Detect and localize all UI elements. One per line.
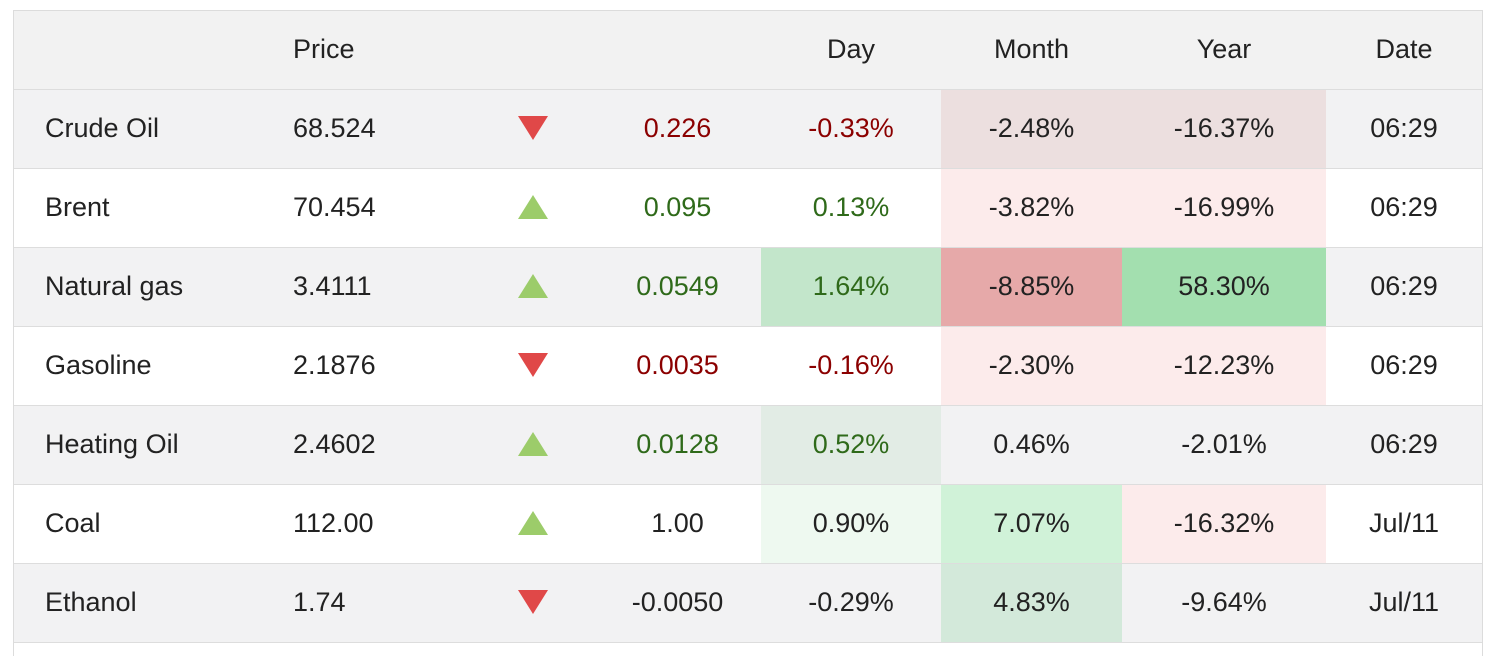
- change-cell: 0.0549: [594, 247, 761, 327]
- day-change-cell: 0.90%: [761, 484, 941, 564]
- month-change-cell: -2.30%: [941, 326, 1122, 406]
- month-change-cell: -3.82%: [941, 168, 1122, 248]
- date-cell: 06:29: [1326, 89, 1482, 169]
- year-change-cell: 58.30%: [1122, 247, 1326, 327]
- date-cell: 06:29: [1326, 405, 1482, 485]
- day-change-cell: -0.29%: [761, 563, 941, 643]
- header-name: [14, 11, 272, 90]
- direction-cell: [472, 326, 594, 406]
- year-change-cell: -16.37%: [1122, 89, 1326, 169]
- commodities-table-container: Price Day Month Year Date Crude Oil 68.5…: [13, 10, 1483, 656]
- year-change-cell: -16.32%: [1122, 484, 1326, 564]
- arrow-down-icon: [518, 352, 548, 377]
- date-cell: 06:29: [1326, 326, 1482, 406]
- day-change-cell: 1.64%: [761, 247, 941, 327]
- table-header-row: Price Day Month Year Date: [14, 11, 1482, 90]
- change-cell: 0.226: [594, 89, 761, 169]
- header-day[interactable]: Day: [761, 11, 941, 90]
- commodity-name-link[interactable]: Natural gas: [14, 247, 272, 327]
- date-cell: 06:29: [1326, 168, 1482, 248]
- table-row: Gasoline 2.1876 0.0035 -0.16% -2.30% -12…: [14, 326, 1482, 406]
- arrow-down-icon: [518, 589, 548, 614]
- date-cell: 06:29: [1326, 247, 1482, 327]
- price-cell: 70.454: [272, 168, 472, 248]
- change-cell: 0.0035: [594, 326, 761, 406]
- year-change-cell: -16.99%: [1122, 168, 1326, 248]
- header-price[interactable]: Price: [272, 11, 472, 90]
- direction-cell: [472, 484, 594, 564]
- header-change: [594, 11, 761, 90]
- table-row: Ethanol 1.74 -0.0050 -0.29% 4.83% -9.64%…: [14, 563, 1482, 643]
- arrow-up-icon: [518, 273, 548, 298]
- price-cell: 3.4111: [272, 247, 472, 327]
- date-cell: Jul/11: [1326, 563, 1482, 643]
- table-row: Natural gas 3.4111 0.0549 1.64% -8.85% 5…: [14, 247, 1482, 327]
- change-cell: -0.0050: [594, 563, 761, 643]
- month-change-cell: -2.48%: [941, 89, 1122, 169]
- year-change-cell: -12.23%: [1122, 326, 1326, 406]
- month-change-cell: 0.46%: [941, 405, 1122, 485]
- table-row: Heating Oil 2.4602 0.0128 0.52% 0.46% -2…: [14, 405, 1482, 485]
- commodity-name-link[interactable]: Brent: [14, 168, 272, 248]
- month-change-cell: 7.07%: [941, 484, 1122, 564]
- day-change-cell: 0.52%: [761, 405, 941, 485]
- commodities-table: Price Day Month Year Date Crude Oil 68.5…: [14, 11, 1482, 643]
- change-cell: 0.095: [594, 168, 761, 248]
- change-cell: 0.0128: [594, 405, 761, 485]
- price-cell: 1.74: [272, 563, 472, 643]
- year-change-cell: -2.01%: [1122, 405, 1326, 485]
- day-change-cell: -0.16%: [761, 326, 941, 406]
- price-cell: 112.00: [272, 484, 472, 564]
- header-direction: [472, 11, 594, 90]
- direction-cell: [472, 168, 594, 248]
- arrow-down-icon: [518, 115, 548, 140]
- header-year[interactable]: Year: [1122, 11, 1326, 90]
- commodity-name-link[interactable]: Gasoline: [14, 326, 272, 406]
- header-date[interactable]: Date: [1326, 11, 1482, 90]
- direction-cell: [472, 563, 594, 643]
- day-change-cell: -0.33%: [761, 89, 941, 169]
- commodity-name-link[interactable]: Heating Oil: [14, 405, 272, 485]
- table-row: Crude Oil 68.524 0.226 -0.33% -2.48% -16…: [14, 89, 1482, 169]
- day-change-cell: 0.13%: [761, 168, 941, 248]
- arrow-up-icon: [518, 431, 548, 456]
- direction-cell: [472, 89, 594, 169]
- direction-cell: [472, 247, 594, 327]
- table-row: Brent 70.454 0.095 0.13% -3.82% -16.99% …: [14, 168, 1482, 248]
- commodity-name-link[interactable]: Ethanol: [14, 563, 272, 643]
- price-cell: 2.4602: [272, 405, 472, 485]
- price-cell: 2.1876: [272, 326, 472, 406]
- year-change-cell: -9.64%: [1122, 563, 1326, 643]
- table-row: Coal 112.00 1.00 0.90% 7.07% -16.32% Jul…: [14, 484, 1482, 564]
- month-change-cell: 4.83%: [941, 563, 1122, 643]
- price-cell: 68.524: [272, 89, 472, 169]
- arrow-up-icon: [518, 194, 548, 219]
- change-cell: 1.00: [594, 484, 761, 564]
- commodity-name-link[interactable]: Coal: [14, 484, 272, 564]
- commodity-name-link[interactable]: Crude Oil: [14, 89, 272, 169]
- month-change-cell: -8.85%: [941, 247, 1122, 327]
- arrow-up-icon: [518, 510, 548, 535]
- date-cell: Jul/11: [1326, 484, 1482, 564]
- header-month[interactable]: Month: [941, 11, 1122, 90]
- direction-cell: [472, 405, 594, 485]
